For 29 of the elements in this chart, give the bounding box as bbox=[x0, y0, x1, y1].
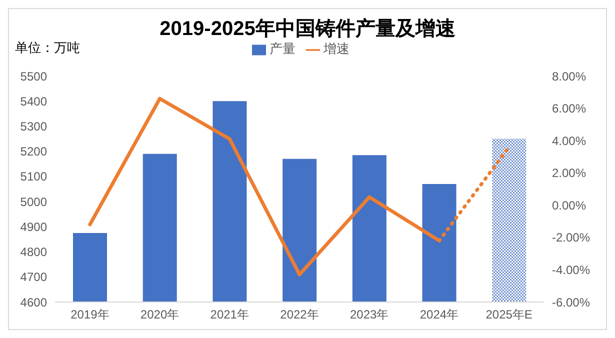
y2-tick-label: -2.00% bbox=[552, 230, 590, 245]
y2-tick-label: 8.00% bbox=[552, 69, 586, 84]
y-tick-label: 5400 bbox=[20, 94, 48, 108]
x-tick-label: 2022年 bbox=[280, 308, 319, 322]
x-tick-label: 2019年 bbox=[70, 308, 110, 322]
y2-tick-label: 2.00% bbox=[552, 166, 586, 180]
y2-tick-label: 0.00% bbox=[552, 198, 586, 212]
chart-title: 2019-2025年中国铸件产量及增速 bbox=[160, 18, 456, 40]
x-tick-label: 2021年 bbox=[210, 308, 249, 322]
x-tick-label: 2025年E bbox=[486, 308, 532, 322]
y-tick-label: 4700 bbox=[20, 270, 48, 284]
x-tick-label: 2020年 bbox=[140, 308, 180, 322]
y-tick-label: 5500 bbox=[20, 69, 48, 84]
y-tick-label: 5100 bbox=[20, 170, 48, 184]
y-tick-label: 5300 bbox=[20, 119, 48, 134]
y2-tick-label: -4.00% bbox=[552, 262, 590, 277]
y2-tick-label: 4.00% bbox=[552, 134, 586, 148]
legend-label: 产量 bbox=[270, 41, 296, 56]
text: 单位：万吨 bbox=[15, 39, 80, 57]
legend-label: 增速 bbox=[324, 41, 350, 56]
x-tick-label: 2023年 bbox=[350, 308, 389, 322]
y-tick-label: 4600 bbox=[20, 295, 48, 310]
y-tick-label: 4900 bbox=[20, 220, 48, 234]
y2-tick-label: -6.00% bbox=[552, 295, 590, 310]
y-tick-label: 5200 bbox=[20, 144, 48, 159]
y2-tick-label: 6.00% bbox=[552, 102, 586, 116]
y-tick-label: 4800 bbox=[20, 245, 48, 260]
x-tick-label: 2024年 bbox=[420, 308, 459, 322]
y-tick-label: 5000 bbox=[20, 194, 48, 209]
